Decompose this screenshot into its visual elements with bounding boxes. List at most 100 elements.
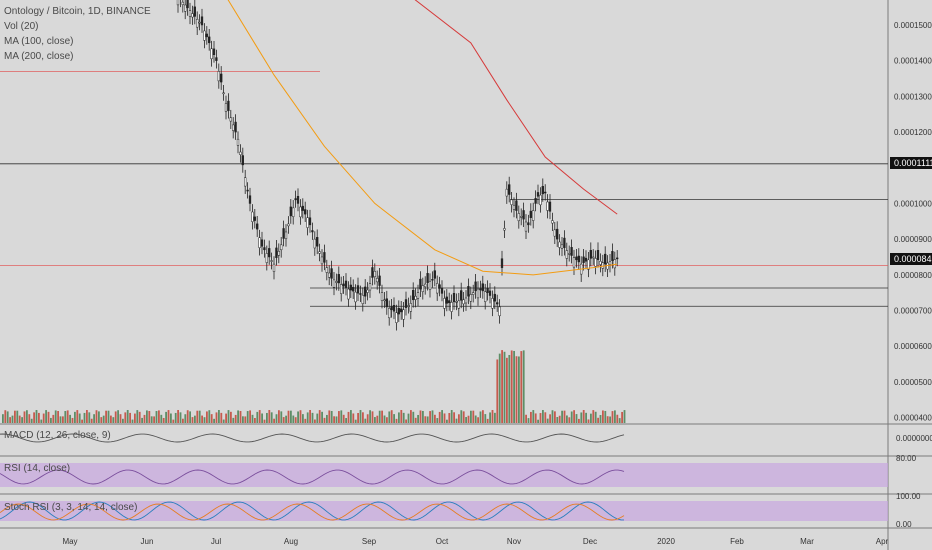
volume-bar: [438, 411, 441, 423]
volume-bar: [227, 410, 230, 423]
candle-body: [318, 251, 321, 254]
volume-bar: [138, 411, 141, 423]
volume-bar: [119, 414, 122, 423]
volume-bar: [434, 414, 436, 423]
volume-bar: [532, 410, 535, 423]
volume-bar: [62, 416, 64, 423]
candle-body: [354, 291, 357, 303]
volume-bar: [398, 412, 400, 423]
volume-bar: [484, 414, 487, 423]
volume-bar: [54, 410, 57, 423]
volume-bar: [69, 414, 71, 423]
candle-body: [376, 278, 379, 283]
candle-body: [294, 198, 297, 201]
candle-body: [244, 177, 247, 187]
volume-bar: [278, 410, 280, 423]
candle-body: [464, 297, 468, 304]
volume-bar: [386, 417, 388, 423]
volume-bar: [33, 412, 35, 423]
volume-bar: [431, 410, 434, 423]
candle-body: [198, 21, 201, 24]
volume-bar: [422, 410, 424, 423]
volume-bar: [450, 410, 453, 423]
volume-bar: [215, 412, 218, 423]
volume-bar: [131, 419, 134, 423]
candle-body: [601, 262, 604, 269]
volume-bar: [472, 410, 475, 423]
stoch-label: Stoch RSI (3, 3, 14, 14, close): [4, 502, 138, 513]
candle-body: [344, 280, 348, 288]
volume-bar: [306, 412, 309, 423]
candle-body: [474, 281, 477, 292]
candle-body: [275, 247, 278, 258]
price-tick-label: 0.0000500: [894, 378, 932, 387]
price-tick-label: 0.0001200: [894, 128, 932, 137]
volume-bar: [467, 415, 470, 423]
volume-bar: [16, 410, 19, 423]
volume-bar: [354, 419, 357, 423]
candle-body: [270, 260, 273, 262]
volume-bar: [114, 411, 117, 423]
candle-body: [361, 294, 364, 304]
candle-body: [460, 290, 463, 301]
price-tick-label: 0.0000900: [894, 235, 932, 244]
volume-bar: [544, 412, 547, 423]
volume-bar: [45, 410, 47, 423]
candle-body: [568, 253, 571, 255]
candle-body: [582, 256, 585, 263]
candle-body: [479, 288, 482, 291]
volume-bar: [623, 410, 626, 423]
candle-body: [390, 306, 393, 311]
candle-body: [419, 278, 422, 290]
candle-body: [200, 16, 204, 26]
volume-bar: [261, 413, 263, 423]
candle-body: [277, 251, 280, 256]
volume-bar: [477, 417, 479, 423]
volume-bar: [527, 418, 530, 423]
candle-body: [493, 293, 496, 302]
volume-bar: [287, 410, 290, 423]
volume-bar: [568, 417, 571, 423]
candle-body: [248, 195, 252, 204]
volume-bar: [563, 410, 566, 423]
candle-body: [380, 292, 384, 301]
volume-bar: [347, 411, 350, 423]
volume-bar: [335, 416, 338, 423]
volume-bar: [498, 353, 501, 423]
candle-body: [234, 121, 237, 133]
volume-bar: [554, 411, 556, 423]
volume-bar: [374, 417, 376, 423]
candle-body: [496, 302, 499, 305]
candle-body: [498, 306, 501, 317]
time-tick-label: Dec: [583, 537, 597, 546]
volume-bar: [244, 416, 247, 423]
volume-bar: [297, 411, 299, 423]
time-tick-label: May: [62, 537, 77, 546]
candle-body: [188, 10, 192, 17]
candle-body: [352, 287, 355, 292]
candle-body: [268, 248, 271, 258]
candle-body: [436, 283, 439, 294]
volume-bar: [88, 412, 91, 423]
candle-body: [467, 286, 470, 297]
candle-body: [402, 309, 405, 320]
candle-body: [388, 308, 391, 319]
volume-bar: [218, 410, 220, 423]
rsi-label: RSI (14, close): [4, 463, 71, 474]
volume-bar: [412, 411, 415, 423]
volume-bar: [573, 410, 575, 423]
time-tick-label: Mar: [800, 537, 814, 546]
candle-body: [328, 272, 331, 278]
candle-body: [599, 261, 602, 265]
candle-body: [227, 100, 230, 111]
volume-bar: [191, 417, 194, 423]
volume-bar: [258, 410, 261, 423]
volume-bar: [590, 413, 592, 423]
candle-body: [335, 281, 338, 283]
price-tick-label: 0.0000700: [894, 307, 932, 316]
indicator-tick-label: 0.00: [896, 520, 912, 529]
candle-body: [421, 285, 424, 292]
candle-body: [191, 13, 194, 18]
candle-body: [236, 138, 240, 146]
